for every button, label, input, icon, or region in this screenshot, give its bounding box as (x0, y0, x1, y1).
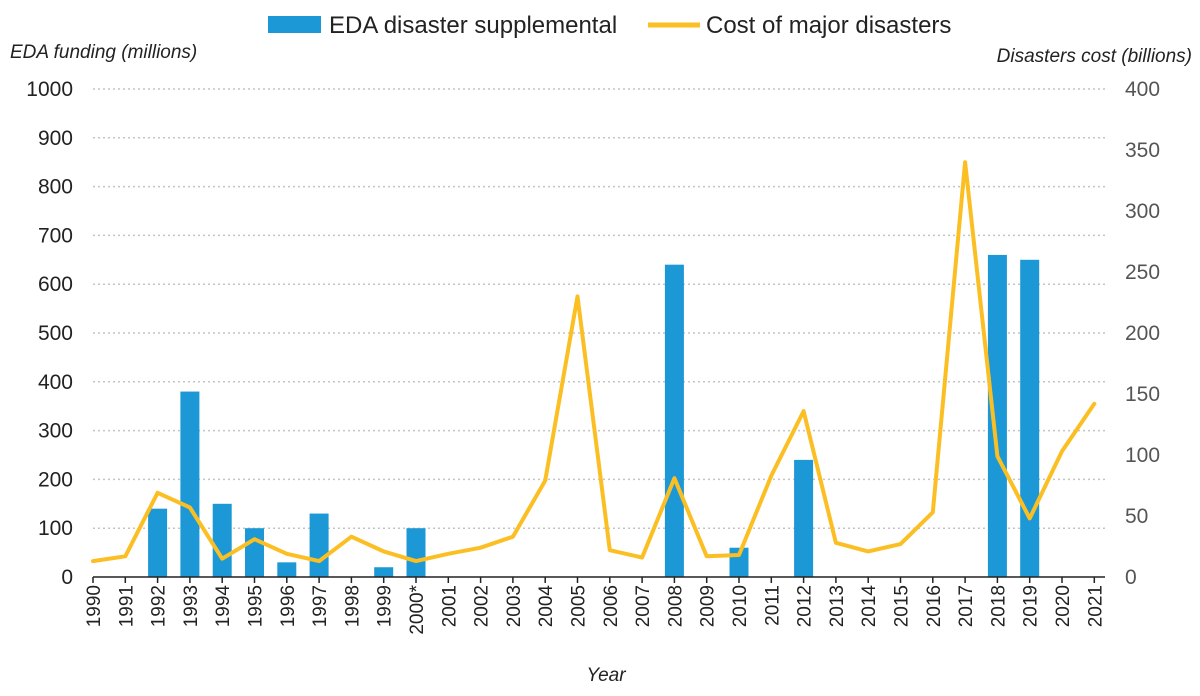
bar-2019 (1020, 259, 1040, 577)
x-tick-label: 2012 (795, 585, 816, 627)
y-tick-label: 1000 (26, 78, 73, 101)
x-tick-label: 2018 (988, 585, 1009, 627)
x-axis-title: Year (586, 665, 626, 686)
y-tick-label: 200 (38, 468, 73, 491)
x-tick-label: 2004 (536, 585, 557, 628)
x-tick-label: 2019 (1021, 585, 1042, 627)
y-tick-label: 900 (38, 127, 73, 150)
x-tick-label: 2005 (569, 585, 590, 627)
y-tick-label: 600 (38, 273, 73, 296)
x-tick-label: 1999 (375, 585, 396, 627)
y2-tick-labels: 0 50 100 150 200 250 300 350 400 (1125, 78, 1160, 589)
y2-axis-title: Disasters cost (billions) (997, 46, 1192, 67)
bar-2000* (406, 528, 426, 577)
bar-1992 (148, 508, 168, 577)
y2-tick-label: 300 (1125, 200, 1160, 223)
y-tick-label: 0 (61, 566, 73, 589)
x-tick-label: 2014 (859, 585, 880, 628)
x-tick-label: 2020 (1053, 585, 1074, 627)
x-tick-label: 2002 (472, 585, 493, 627)
x-tick-label: 2007 (633, 585, 654, 627)
x-tick-label: 2017 (956, 585, 977, 627)
y-tick-labels: 0 100 200 300 400 500 600 700 800 900 1000 (26, 78, 73, 589)
x-tick-label: 1997 (310, 585, 331, 627)
x-tick-label: 2001 (439, 585, 460, 627)
x-tick-label: 2006 (601, 585, 622, 627)
line-series (91, 160, 1097, 564)
x-tick-label: 2008 (665, 585, 686, 627)
x-tick-label: 1990 (84, 585, 105, 627)
bar-1997 (309, 513, 329, 577)
x-tick-label: 2011 (762, 585, 783, 626)
legend: EDA disaster supplemental Cost of major … (268, 12, 951, 39)
x-tick-label: 2016 (924, 585, 945, 627)
bar-1996 (277, 562, 297, 577)
legend-bar-swatch (268, 16, 321, 33)
y2-tick-label: 50 (1125, 505, 1148, 528)
legend-line-label: Cost of major disasters (706, 12, 951, 39)
x-tick-label: 2003 (504, 585, 525, 627)
y2-tick-label: 350 (1125, 139, 1160, 162)
y-tick-label: 500 (38, 322, 73, 345)
x-tick-label: 1991 (116, 585, 137, 627)
x-tick-labels: 1990 1991 1992 1993 1994 1995 1996 1997 1998 1999… (84, 584, 1106, 634)
x-tick-label: 2010 (730, 585, 751, 627)
y-axis-title: EDA funding (millions) (10, 42, 197, 63)
x-tick-label: 2009 (698, 585, 719, 627)
bar-2012 (794, 459, 814, 577)
x-tick-label: 2015 (892, 585, 913, 627)
y-tick-label: 700 (38, 224, 73, 247)
y2-tick-label: 0 (1125, 566, 1137, 589)
x-tick-label: 2000* (407, 584, 428, 634)
x-tick-label: 1998 (342, 585, 363, 627)
y-tick-label: 800 (38, 176, 73, 199)
x-tick-marks (92, 577, 1096, 583)
y-tick-label: 100 (38, 517, 73, 540)
bar-1994 (212, 503, 232, 577)
bar-1993 (180, 391, 200, 577)
x-tick-label: 1993 (181, 585, 202, 627)
bar-1999 (374, 567, 394, 577)
y2-tick-label: 200 (1125, 322, 1160, 345)
legend-bar-label: EDA disaster supplemental (329, 12, 617, 39)
x-tick-label: 2013 (827, 585, 848, 627)
bar-2018 (987, 254, 1007, 578)
y2-tick-label: 150 (1125, 383, 1160, 406)
x-tick-label: 2021 (1085, 585, 1106, 627)
y2-tick-label: 400 (1125, 78, 1160, 101)
y-tick-label: 400 (38, 371, 73, 394)
x-tick-label: 1994 (213, 585, 234, 628)
x-tick-label: 1996 (278, 585, 299, 627)
y-tick-label: 300 (38, 420, 73, 443)
line-cost-of-major-disasters (91, 160, 1097, 564)
bar-1995 (245, 528, 264, 577)
x-tick-label: 1995 (246, 585, 267, 627)
x-tick-label: 1992 (149, 585, 170, 627)
bar-2008 (664, 264, 684, 577)
y2-tick-label: 100 (1125, 444, 1160, 467)
y2-tick-label: 250 (1125, 261, 1160, 284)
